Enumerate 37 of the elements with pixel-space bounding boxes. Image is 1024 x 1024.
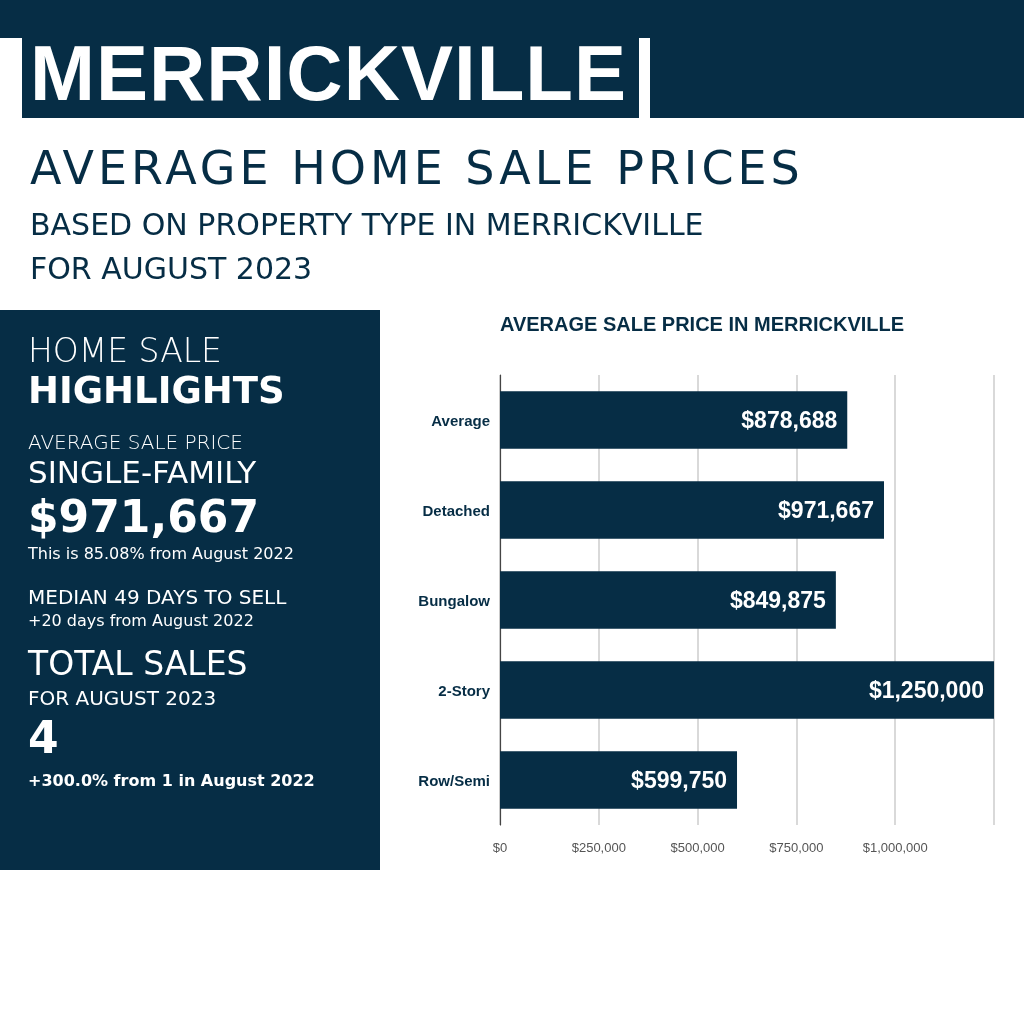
text: HOME SALE <box>28 331 223 370</box>
text: $971,667 <box>28 491 261 544</box>
bar <box>500 481 884 539</box>
y-tick-label: Average <box>431 411 490 429</box>
text: MEDIAN 49 DAYS TO SELL <box>28 585 288 610</box>
bar <box>500 391 848 449</box>
bar <box>500 571 836 629</box>
text: BASED ON PROPERTY TYPE IN MERRICKVILLE <box>30 206 704 244</box>
text: FOR AUGUST 2023 <box>30 250 313 288</box>
data-label: $599,750 <box>631 767 728 793</box>
bar <box>500 661 994 719</box>
text: AVERAGE HOME SALE PRICES <box>30 140 804 196</box>
x-tick-label: $500,000 <box>670 840 725 855</box>
chart-title: AVERAGE SALE PRICE IN MERRICKVILLE <box>499 313 905 335</box>
x-tick-label: $1,000,000 <box>862 840 928 855</box>
text: +20 days from August 2022 <box>28 611 255 631</box>
x-tick-label: $250,000 <box>571 840 626 855</box>
text: SINGLE-FAMILY <box>28 454 258 492</box>
text: HIGHLIGHTS <box>28 369 286 412</box>
x-tick-label: $0 <box>492 840 508 855</box>
text: FOR AUGUST 2023 <box>28 685 218 710</box>
text: 4 <box>28 711 60 765</box>
data-label: $971,667 <box>778 497 874 523</box>
text: This is 85.08% from August 2022 <box>28 543 295 564</box>
bar <box>500 751 738 809</box>
data-label: $878,688 <box>741 407 838 433</box>
x-tick-label: $750,000 <box>769 840 824 855</box>
text: MERRICKVILLE <box>22 28 639 118</box>
text: +300.0% from 1 in August 2022 <box>28 770 316 790</box>
y-tick-label: Detached <box>422 501 490 519</box>
y-tick-label: 2-Story <box>438 681 491 699</box>
data-label: $849,875 <box>729 587 827 613</box>
y-tick-label: Row/Semi <box>418 771 490 789</box>
text: AVERAGE SALE PRICE <box>28 430 244 454</box>
y-tick-label: Bungalow <box>418 591 491 609</box>
data-label: $1,250,000 <box>868 677 984 703</box>
text: TOTAL SALES <box>28 644 249 684</box>
